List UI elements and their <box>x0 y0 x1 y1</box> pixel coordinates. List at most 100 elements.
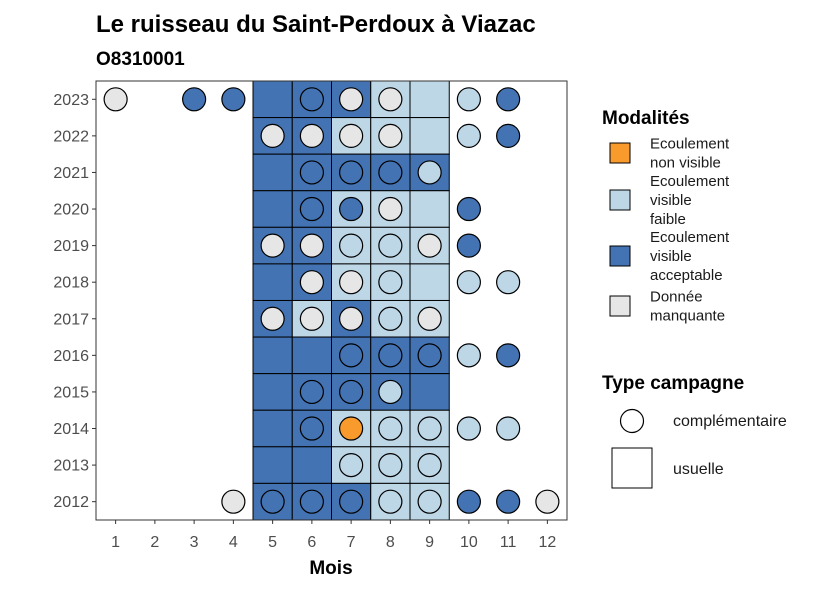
legend-label-square: usuelle <box>673 461 724 478</box>
point-2022-7 <box>339 123 364 148</box>
y-tick-label-2012: 2012 <box>53 494 89 511</box>
legend-modalites-title: Modalités <box>602 108 690 129</box>
point-2023-8 <box>378 87 403 112</box>
legend-label-vf-1: visible <box>650 192 692 209</box>
tile-2016-5 <box>252 336 293 375</box>
y-tick-label-2018: 2018 <box>53 275 89 292</box>
point-2018-6 <box>299 270 324 295</box>
point-2023-4 <box>221 87 246 112</box>
chart-subtitle: O8310001 <box>96 49 185 70</box>
point-2022-5 <box>260 123 285 148</box>
point-2023-6 <box>299 87 324 112</box>
point-2019-9 <box>417 233 442 258</box>
point-2019-8 <box>378 233 403 258</box>
point-2016-8 <box>378 343 403 368</box>
point-2021-6 <box>299 160 324 185</box>
point-2023-1 <box>103 87 128 112</box>
legend-label-va-2: acceptable <box>650 267 723 284</box>
tile-2018-5 <box>252 263 293 301</box>
legend-key-circle <box>619 408 645 434</box>
point-2013-9 <box>417 452 442 478</box>
point-2023-3 <box>182 87 207 112</box>
point-2022-6 <box>299 123 324 148</box>
point-2016-10 <box>456 343 481 368</box>
point-2012-9 <box>417 489 442 514</box>
x-tick-label-1: 1 <box>111 534 120 551</box>
point-2014-9 <box>417 416 442 441</box>
x-tick-label-6: 6 <box>307 534 316 551</box>
y-tick-label-2014: 2014 <box>53 421 89 438</box>
point-2018-11 <box>496 270 521 295</box>
legend-label-circle: complémentaire <box>673 413 787 430</box>
point-2014-6 <box>299 416 324 441</box>
point-2012-12 <box>535 489 560 514</box>
point-2017-6 <box>299 306 324 331</box>
x-tick-label-10: 10 <box>460 534 478 551</box>
point-2018-8 <box>378 270 403 295</box>
point-2023-7 <box>339 87 364 112</box>
point-2018-10 <box>456 270 481 295</box>
tile-2020-5 <box>252 190 293 228</box>
point-2020-7 <box>339 196 364 222</box>
point-2012-4 <box>221 489 246 514</box>
usuelle-tiles <box>252 80 450 521</box>
y-tick-label-2023: 2023 <box>53 92 89 109</box>
x-axis: 1 2 3 4 5 6 7 8 9 10 11 12 <box>111 519 556 551</box>
point-2012-10 <box>456 489 481 514</box>
tile-2022-9 <box>409 117 450 155</box>
point-2017-7 <box>339 306 364 331</box>
tile-2015-9 <box>409 373 450 411</box>
tile-2013-6 <box>291 446 332 484</box>
tile-2015-5 <box>252 373 293 411</box>
point-2012-8 <box>378 489 403 514</box>
point-2020-10 <box>456 196 481 222</box>
point-2023-10 <box>456 87 481 112</box>
legend-label-dm-1: manquante <box>650 308 725 325</box>
x-tick-label-8: 8 <box>386 534 395 551</box>
point-2012-11 <box>496 489 521 514</box>
point-2019-5 <box>260 233 285 258</box>
y-tick-label-2022: 2022 <box>53 128 89 145</box>
tile-2012-7 <box>331 482 372 521</box>
point-2015-8 <box>378 379 403 405</box>
plot-border <box>95 80 568 521</box>
tile-2014-5 <box>252 409 293 448</box>
point-2021-7 <box>339 160 364 185</box>
point-2015-7 <box>339 379 364 405</box>
legend-label-va-0: Ecoulement <box>650 229 730 246</box>
y-tick-label-2013: 2013 <box>53 458 89 475</box>
point-2012-7 <box>339 489 364 514</box>
point-2018-7 <box>339 270 364 295</box>
tile-2023-5 <box>252 80 293 119</box>
tile-2016-6 <box>291 336 332 375</box>
x-tick-label-4: 4 <box>229 534 238 551</box>
point-2016-11 <box>496 343 521 368</box>
point-2022-10 <box>456 123 481 148</box>
tile-2013-5 <box>252 446 293 484</box>
x-tick-label-9: 9 <box>425 534 434 551</box>
point-2017-5 <box>260 306 285 331</box>
x-tick-label-12: 12 <box>538 534 556 551</box>
point-2021-8 <box>378 160 403 185</box>
point-2012-6 <box>299 489 324 514</box>
point-2020-8 <box>378 196 403 222</box>
legend-key-square <box>611 447 653 489</box>
tile-2020-9 <box>409 190 450 228</box>
chart-title: Le ruisseau du Saint-Perdoux à Viazac <box>96 11 536 38</box>
point-2022-11 <box>496 123 521 148</box>
x-tick-label-11: 11 <box>500 534 517 551</box>
point-2020-6 <box>299 196 324 222</box>
tile-2023-9 <box>409 80 450 119</box>
point-2017-8 <box>378 306 403 331</box>
point-2021-9 <box>417 160 442 185</box>
point-2017-9 <box>417 306 442 331</box>
point-2019-10 <box>456 233 481 258</box>
y-tick-label-2017: 2017 <box>53 311 89 328</box>
legend-label-vf-0: Ecoulement <box>650 173 730 190</box>
point-2014-8 <box>378 416 403 441</box>
y-tick-label-2019: 2019 <box>53 238 89 255</box>
y-tick-label-2015: 2015 <box>53 384 89 401</box>
point-2013-8 <box>378 452 403 478</box>
